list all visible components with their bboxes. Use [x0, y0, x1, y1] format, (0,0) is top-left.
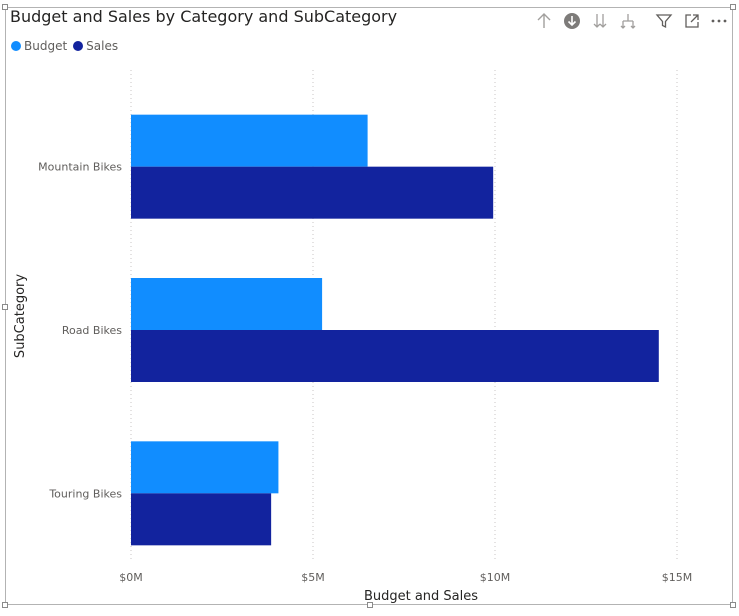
- resize-handle-bottom-middle[interactable]: [367, 602, 373, 608]
- legend-label-sales: Sales: [86, 39, 119, 53]
- resize-handle-bottom-left[interactable]: [2, 602, 8, 608]
- legend-item-budget[interactable]: Budget: [11, 39, 67, 53]
- more-options-icon[interactable]: [708, 10, 730, 32]
- visual-container[interactable]: [2, 4, 736, 608]
- drill-down-icon[interactable]: [561, 10, 583, 32]
- resize-handle-top-right[interactable]: [730, 4, 736, 10]
- legend: Budget Sales: [11, 39, 124, 53]
- drill-up-icon[interactable]: [533, 10, 555, 32]
- bar-budget-road-bikes[interactable]: [131, 278, 323, 330]
- bar-budget-mountain-bikes[interactable]: [131, 114, 368, 167]
- bar-sales-mountain-bikes[interactable]: [131, 166, 494, 219]
- resize-handle-top-left[interactable]: [2, 4, 8, 10]
- legend-marker-budget: [11, 41, 21, 51]
- legend-item-sales[interactable]: Sales: [73, 39, 118, 53]
- resize-handle-bottom-right[interactable]: [730, 602, 736, 608]
- visual-title: Budget and Sales by Category and SubCate…: [10, 7, 398, 26]
- focus-mode-icon[interactable]: [681, 10, 703, 32]
- legend-label-budget: Budget: [24, 39, 68, 53]
- bar-sales-road-bikes[interactable]: [131, 330, 659, 382]
- expand-next-level-icon[interactable]: [589, 10, 611, 32]
- resize-handle-left-middle[interactable]: [2, 304, 8, 310]
- bar-sales-touring-bikes[interactable]: [131, 493, 272, 546]
- legend-marker-sales: [73, 41, 84, 51]
- filter-icon[interactable]: [653, 10, 675, 32]
- expand-hierarchy-icon[interactable]: [617, 10, 639, 32]
- bar-budget-touring-bikes[interactable]: [131, 441, 279, 494]
